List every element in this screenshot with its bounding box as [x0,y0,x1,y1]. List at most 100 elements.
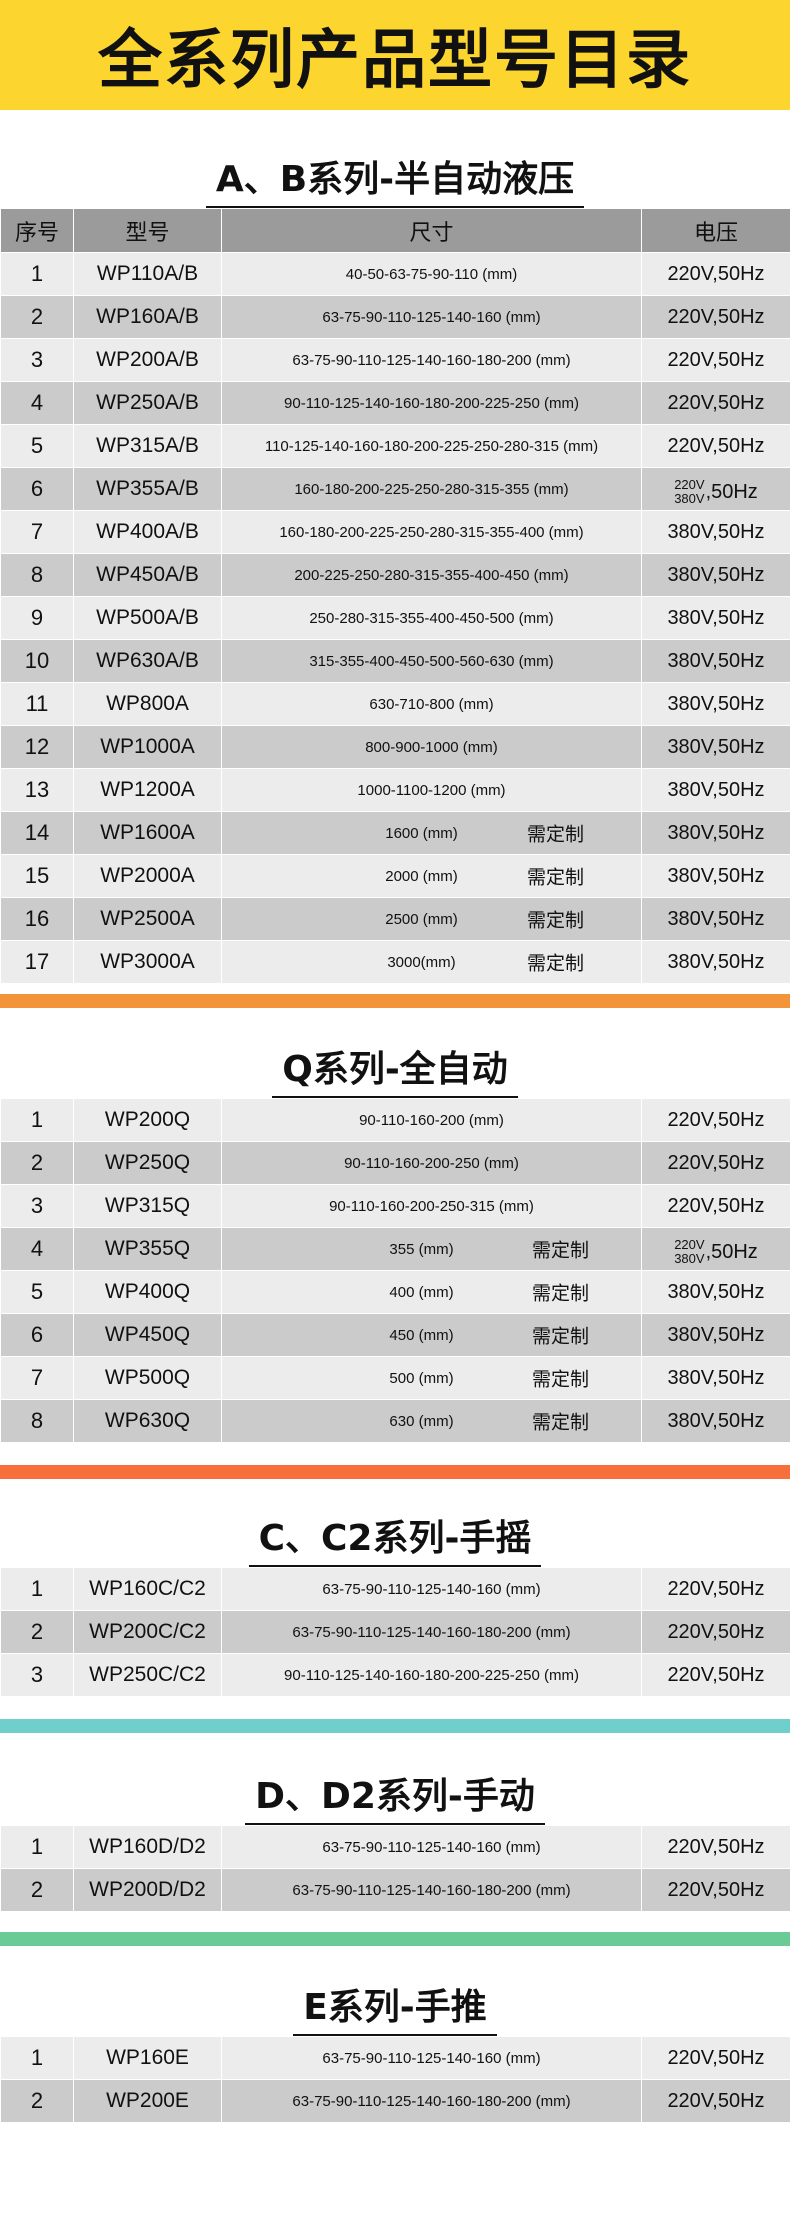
voltage-text: 380V,50Hz [667,649,765,672]
row-size-text: 630 (mm) [389,1412,454,1430]
row-size: 63-75-90-110-125-140-160 (mm) [221,295,642,339]
header-size: 尺寸 [221,208,642,253]
row-index: 9 [0,596,74,640]
row-voltage: 380V,50Hz [641,940,790,984]
table-row: 16 WP2500A 2500 (mm) 需定制 380V,50Hz [0,897,790,941]
voltage-frequency: ,50Hz [705,1240,758,1263]
row-voltage: 380V,50Hz [641,553,790,597]
voltage-text: 220V,50Hz [667,1577,765,1600]
row-voltage: 220V,50Hz [641,1098,790,1142]
row-index: 2 [0,1610,74,1654]
row-voltage: 220V,50Hz [641,1868,790,1912]
table-row: 8 WP450A/B 200-225-250-280-315-355-400-450… [0,553,790,597]
row-size: 1600 (mm) 需定制 [221,811,642,855]
section-title-text: D、D2系列-手动 [245,1777,545,1825]
row-index: 15 [0,854,74,898]
voltage-text: 380V,50Hz [667,864,765,887]
section-title-text: A、B系列-半自动液压 [205,160,585,208]
row-size-text: 160-180-200-225-250-280-315-355-400 (mm) [279,523,584,541]
table-row: 15 WP2000A 2000 (mm) 需定制 380V,50Hz [0,854,790,898]
row-size: 315-355-400-450-500-560-630 (mm) [221,639,642,683]
row-index: 12 [0,725,74,769]
row-size: 90-110-125-140-160-180-200-225-250 (mm) [221,381,642,425]
section-gap [0,1912,790,1932]
row-size-text: 400 (mm) [389,1283,454,1301]
row-voltage: 380V,50Hz [641,1399,790,1443]
row-index: 16 [0,897,74,941]
row-index: 5 [0,424,74,468]
voltage-text: 220V,50Hz [667,1878,765,1901]
model-table: 序号 型号 尺寸 电压 1 WP110A/B 40-50-63-75-90-110 (mm)… [0,208,790,984]
table-row: 14 WP1600A 1600 (mm) 需定制 380V,50Hz [0,811,790,855]
voltage-text: 220V,50Hz [667,262,765,285]
row-model: WP160A/B [73,295,222,339]
row-model: WP200D/D2 [73,1868,222,1912]
row-voltage: 220V 380V ,50Hz [641,467,790,511]
row-voltage: 220V,50Hz [641,1567,790,1611]
row-model: WP450A/B [73,553,222,597]
custom-order-note: 需定制 [532,1412,590,1434]
section-gap [0,1443,790,1465]
section-title: D、D2系列-手动 [0,1733,790,1825]
row-size: 250-280-315-355-400-450-500 (mm) [221,596,642,640]
table-header-row: 序号 型号 尺寸 电压 [0,208,790,253]
row-size-text: 1600 (mm) [385,824,458,842]
row-size-text: 90-110-125-140-160-180-200-225-250 (mm) [284,1666,579,1684]
voltage-text: 380V,50Hz [667,692,765,715]
row-size: 450 (mm) 需定制 [221,1313,642,1357]
row-size: 63-75-90-110-125-140-160-180-200 (mm) [221,338,642,382]
voltage-text: 220V,50Hz [667,434,765,457]
row-size-text: 63-75-90-110-125-140-160-180-200 (mm) [292,351,571,369]
row-size: 1000-1100-1200 (mm) [221,768,642,812]
row-size: 63-75-90-110-125-140-160 (mm) [221,2036,642,2080]
table-row: 13 WP1200A 1000-1100-1200 (mm) 380V,50Hz [0,768,790,812]
row-index: 13 [0,768,74,812]
row-size: 40-50-63-75-90-110 (mm) [221,252,642,296]
row-size-text: 1000-1100-1200 (mm) [357,781,506,799]
section-title: A、B系列-半自动液压 [0,110,790,208]
row-voltage: 220V,50Hz [641,338,790,382]
row-voltage: 380V,50Hz [641,1313,790,1357]
row-model: WP200E [73,2079,222,2123]
voltage-text: 380V,50Hz [667,1366,765,1389]
row-voltage: 380V,50Hz [641,682,790,726]
row-index: 1 [0,2036,74,2080]
voltage-top: 220V [674,477,705,492]
catalog-title: 全系列产品型号目录 [98,24,692,98]
custom-order-note: 需定制 [532,1326,590,1348]
table-row: 6 WP450Q 450 (mm) 需定制 380V,50Hz [0,1313,790,1357]
custom-order-note: 需定制 [527,867,585,889]
row-size: 63-75-90-110-125-140-160 (mm) [221,1567,642,1611]
table-row: 11 WP800A 630-710-800 (mm) 380V,50Hz [0,682,790,726]
voltage-text: 380V,50Hz [667,1409,765,1432]
table-row: 2 WP250Q 90-110-160-200-250 (mm) 220V,50Hz [0,1141,790,1185]
row-voltage: 380V,50Hz [641,1270,790,1314]
voltage-bottom: 380V [674,1251,705,1266]
section-gap [0,984,790,994]
row-index: 1 [0,1825,74,1869]
row-voltage: 380V,50Hz [641,596,790,640]
row-index: 10 [0,639,74,683]
table-row: 2 WP200E 63-75-90-110-125-140-160-180-200 … [0,2079,790,2123]
row-index: 1 [0,252,74,296]
row-index: 7 [0,1356,74,1400]
row-model: WP450Q [73,1313,222,1357]
custom-order-note: 需定制 [532,1369,590,1391]
row-voltage: 380V,50Hz [641,768,790,812]
table-row: 1 WP200Q 90-110-160-200 (mm) 220V,50Hz [0,1098,790,1142]
voltage-text: 380V,50Hz [667,907,765,930]
header-index: 序号 [0,208,74,253]
row-size-text: 90-110-125-140-160-180-200-225-250 (mm) [284,394,579,412]
table-row: 8 WP630Q 630 (mm) 需定制 380V,50Hz [0,1399,790,1443]
row-voltage: 220V,50Hz [641,2036,790,2080]
row-size-text: 3000(mm) [387,953,456,971]
row-model: WP400Q [73,1270,222,1314]
row-model: WP500A/B [73,596,222,640]
row-size: 63-75-90-110-125-140-160 (mm) [221,1825,642,1869]
table-row: 5 WP400Q 400 (mm) 需定制 380V,50Hz [0,1270,790,1314]
row-model: WP160E [73,2036,222,2080]
custom-order-note: 需定制 [527,910,585,932]
row-size: 3000(mm) 需定制 [221,940,642,984]
voltage-text: 380V,50Hz [667,563,765,586]
row-index: 2 [0,1141,74,1185]
